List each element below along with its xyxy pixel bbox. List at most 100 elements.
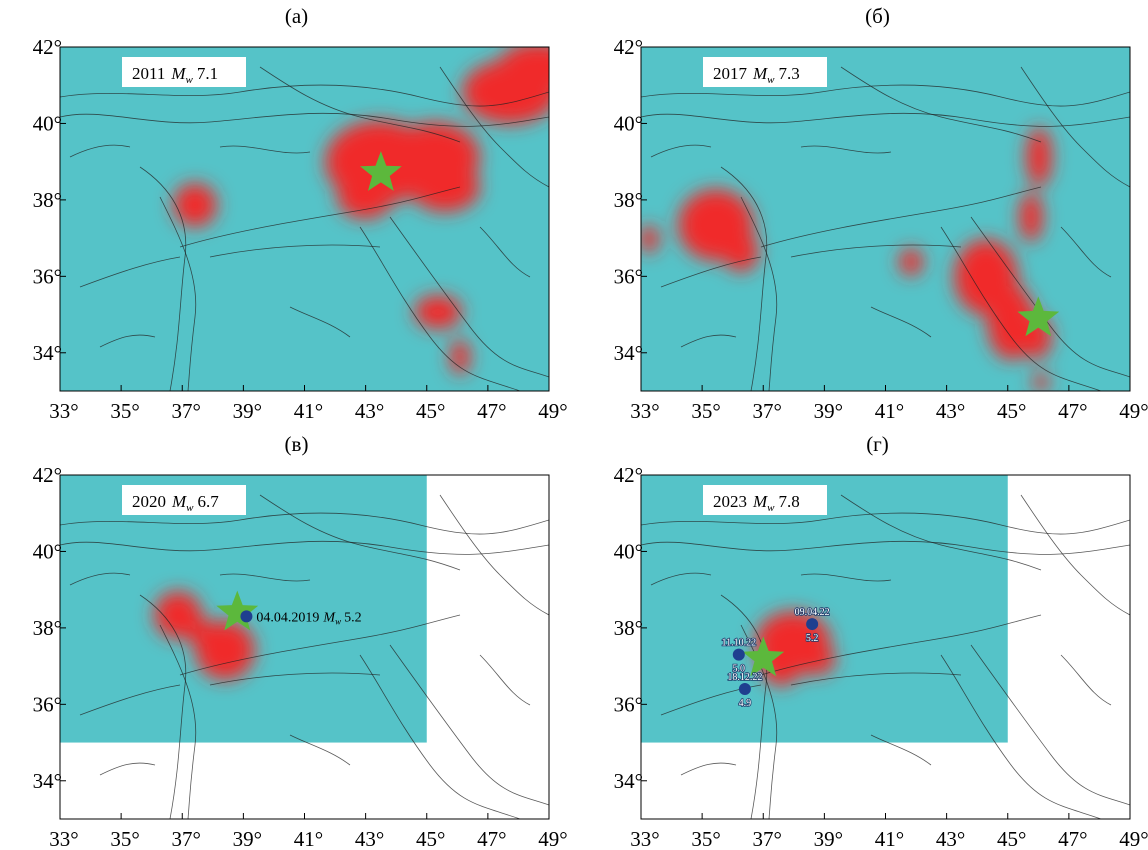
panel-title: (г) xyxy=(866,432,889,456)
x-tick-label: 47° xyxy=(477,399,506,423)
x-tick-label: 33° xyxy=(49,399,78,423)
map-panel: 2011 Mw 7.1 (а) 33° 35° 37° 39° 41° 43° 45° 47° 49°… xyxy=(33,4,568,423)
x-tick-label: 39° xyxy=(814,827,843,850)
y-tick-label: 36° xyxy=(33,692,62,716)
label-box xyxy=(122,485,246,515)
event-point xyxy=(240,610,253,623)
event-date: 04.04.2019 xyxy=(256,610,319,625)
magnitude-symbol: M xyxy=(752,64,768,83)
event-date: 11.10.22 xyxy=(721,638,756,649)
x-tick-label: 37° xyxy=(172,399,201,423)
magnitude-subscript: w xyxy=(186,74,194,86)
y-tick-label: 38° xyxy=(33,616,62,640)
y-tick-label: 40° xyxy=(614,539,643,563)
y-tick-label: 38° xyxy=(614,616,643,640)
magnitude-symbol: M xyxy=(171,492,187,511)
event-magnitude: 4.9 xyxy=(739,698,752,709)
magnitude-subscript: w xyxy=(335,616,341,626)
epicenter-star xyxy=(360,151,402,191)
y-tick-label: 36° xyxy=(614,692,643,716)
x-tick-label: 39° xyxy=(814,399,843,423)
event-point-label: 04.04.2019 Mw 5.2 xyxy=(256,610,361,626)
event-point xyxy=(738,683,751,696)
year: 2023 xyxy=(713,492,747,511)
epicenter-star xyxy=(1017,296,1060,337)
x-tick-label: 47° xyxy=(477,827,506,850)
event-magnitude: 5.2 xyxy=(806,633,819,644)
magnitude: 7.8 xyxy=(779,492,800,511)
map-panel: 2017 Mw 7.3 (б) 33° 35° 37° 39° 41° 43° 45° 47° 49°… xyxy=(614,4,1148,423)
y-tick-label: 36° xyxy=(614,264,643,288)
x-tick-label: 35° xyxy=(110,399,139,423)
anomaly xyxy=(641,127,1052,391)
x-tick-label: 49° xyxy=(1119,399,1148,423)
x-tick-label: 35° xyxy=(110,827,139,850)
y-tick-label: 34° xyxy=(33,341,62,365)
y-tick-label: 42° xyxy=(614,463,643,487)
y-tick-label: 40° xyxy=(33,111,62,135)
y-tick-label: 40° xyxy=(33,539,62,563)
x-tick-label: 47° xyxy=(1058,399,1087,423)
map-panel: 2023 Mw 7.8 09.04.22 5.2 11.10.22 5.018.12.22 4… xyxy=(614,432,1148,850)
label-box xyxy=(703,57,827,87)
magnitude: 7.3 xyxy=(779,64,800,83)
magnitude-symbol: M xyxy=(752,492,768,511)
magnitude: 6.7 xyxy=(198,492,220,511)
x-tick-label: 37° xyxy=(753,827,782,850)
map-panel: 2020 Mw 6.7 04.04.2019 Mw 5.2 (в) 33° 35° 37° 39°… xyxy=(33,432,568,850)
label-box xyxy=(703,485,827,515)
event-date: 09.04.22 xyxy=(795,607,830,618)
y-tick-label: 42° xyxy=(33,35,62,59)
x-tick-label: 47° xyxy=(1058,827,1087,850)
x-tick-label: 39° xyxy=(233,827,262,850)
x-tick-label: 41° xyxy=(294,399,323,423)
y-tick-label: 42° xyxy=(614,35,643,59)
y-tick-label: 36° xyxy=(33,264,62,288)
y-tick-label: 34° xyxy=(614,341,643,365)
panel-title: (а) xyxy=(285,4,308,28)
anomaly xyxy=(154,591,255,680)
x-tick-label: 45° xyxy=(997,827,1026,850)
year: 2011 xyxy=(132,64,165,83)
magnitude-subscript: w xyxy=(186,502,194,514)
x-tick-label: 37° xyxy=(172,827,201,850)
y-tick-label: 40° xyxy=(614,111,643,135)
x-tick-label: 41° xyxy=(294,827,323,850)
panel-title: (б) xyxy=(865,4,890,28)
magnitude-subscript: w xyxy=(767,74,775,86)
x-tick-label: 43° xyxy=(936,827,965,850)
x-tick-label: 43° xyxy=(936,399,965,423)
x-tick-label: 41° xyxy=(875,399,904,423)
magnitude: 5.2 xyxy=(344,610,362,625)
y-tick-label: 38° xyxy=(33,188,62,212)
x-tick-label: 43° xyxy=(355,827,384,850)
event-date: 18.12.22 xyxy=(727,672,762,683)
x-tick-label: 49° xyxy=(538,827,567,850)
x-tick-label: 49° xyxy=(1119,827,1148,850)
x-tick-label: 43° xyxy=(355,399,384,423)
y-tick-label: 34° xyxy=(33,769,62,793)
x-tick-label: 41° xyxy=(875,827,904,850)
x-tick-label: 45° xyxy=(997,399,1026,423)
event-label: 2023 Mw 7.8 xyxy=(713,492,800,514)
x-tick-label: 39° xyxy=(233,399,262,423)
x-tick-label: 37° xyxy=(753,399,782,423)
y-tick-label: 38° xyxy=(614,188,643,212)
panel-title: (в) xyxy=(285,432,309,456)
x-tick-label: 33° xyxy=(630,827,659,850)
event-label: 2011 Mw 7.1 xyxy=(132,64,218,86)
x-tick-label: 49° xyxy=(538,399,567,423)
year: 2020 xyxy=(132,492,166,511)
event-point xyxy=(806,618,819,631)
year: 2017 xyxy=(713,64,748,83)
y-tick-label: 42° xyxy=(33,463,62,487)
event-label: 2020 Mw 6.7 xyxy=(132,492,219,514)
label-box xyxy=(122,57,246,87)
magnitude: 7.1 xyxy=(197,64,218,83)
epicenter-star xyxy=(216,590,259,631)
x-tick-label: 45° xyxy=(416,827,445,850)
x-tick-label: 33° xyxy=(49,827,78,850)
x-tick-label: 35° xyxy=(691,399,720,423)
x-tick-label: 33° xyxy=(630,399,659,423)
